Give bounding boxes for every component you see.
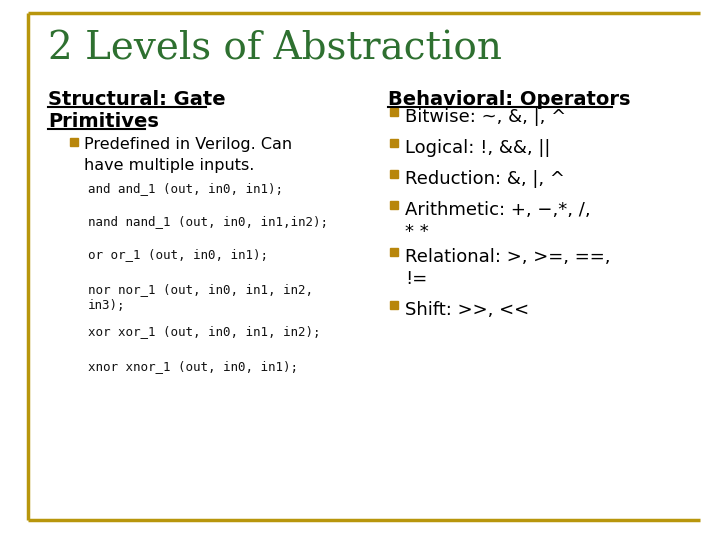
Text: Predefined in Verilog. Can
have multiple inputs.: Predefined in Verilog. Can have multiple…: [84, 137, 292, 173]
Text: Bitwise: ~, &, |, ^: Bitwise: ~, &, |, ^: [405, 108, 566, 126]
Text: 2 Levels of Abstraction: 2 Levels of Abstraction: [48, 30, 502, 67]
Bar: [390, 248, 398, 256]
Text: Primitives: Primitives: [48, 112, 159, 131]
Text: xnor xnor_1 (out, in0, in1);: xnor xnor_1 (out, in0, in1);: [88, 360, 298, 373]
Bar: [390, 139, 398, 147]
Text: nor nor_1 (out, in0, in1, in2,
in3);: nor nor_1 (out, in0, in1, in2, in3);: [88, 283, 313, 312]
Bar: [390, 108, 398, 116]
Text: xor xor_1 (out, in0, in1, in2);: xor xor_1 (out, in0, in1, in2);: [88, 325, 320, 338]
Text: nand nand_1 (out, in0, in1,in2);: nand nand_1 (out, in0, in1,in2);: [88, 215, 328, 228]
Text: and and_1 (out, in0, in1);: and and_1 (out, in0, in1);: [88, 182, 283, 195]
Text: Relational: >, >=, ==,
!=: Relational: >, >=, ==, !=: [405, 248, 611, 288]
Text: Reduction: &, |, ^: Reduction: &, |, ^: [405, 170, 565, 188]
Text: Shift: >>, <<: Shift: >>, <<: [405, 301, 529, 319]
Bar: [70, 138, 78, 146]
Text: Arithmetic: +, −,*, /,
* *: Arithmetic: +, −,*, /, * *: [405, 201, 590, 241]
Bar: [390, 170, 398, 178]
Bar: [390, 301, 398, 309]
Text: Logical: !, &&, ||: Logical: !, &&, ||: [405, 139, 550, 157]
Text: Structural: Gate: Structural: Gate: [48, 90, 225, 109]
Text: Behavioral: Operators: Behavioral: Operators: [388, 90, 631, 109]
Bar: [390, 201, 398, 209]
Text: or or_1 (out, in0, in1);: or or_1 (out, in0, in1);: [88, 248, 268, 261]
